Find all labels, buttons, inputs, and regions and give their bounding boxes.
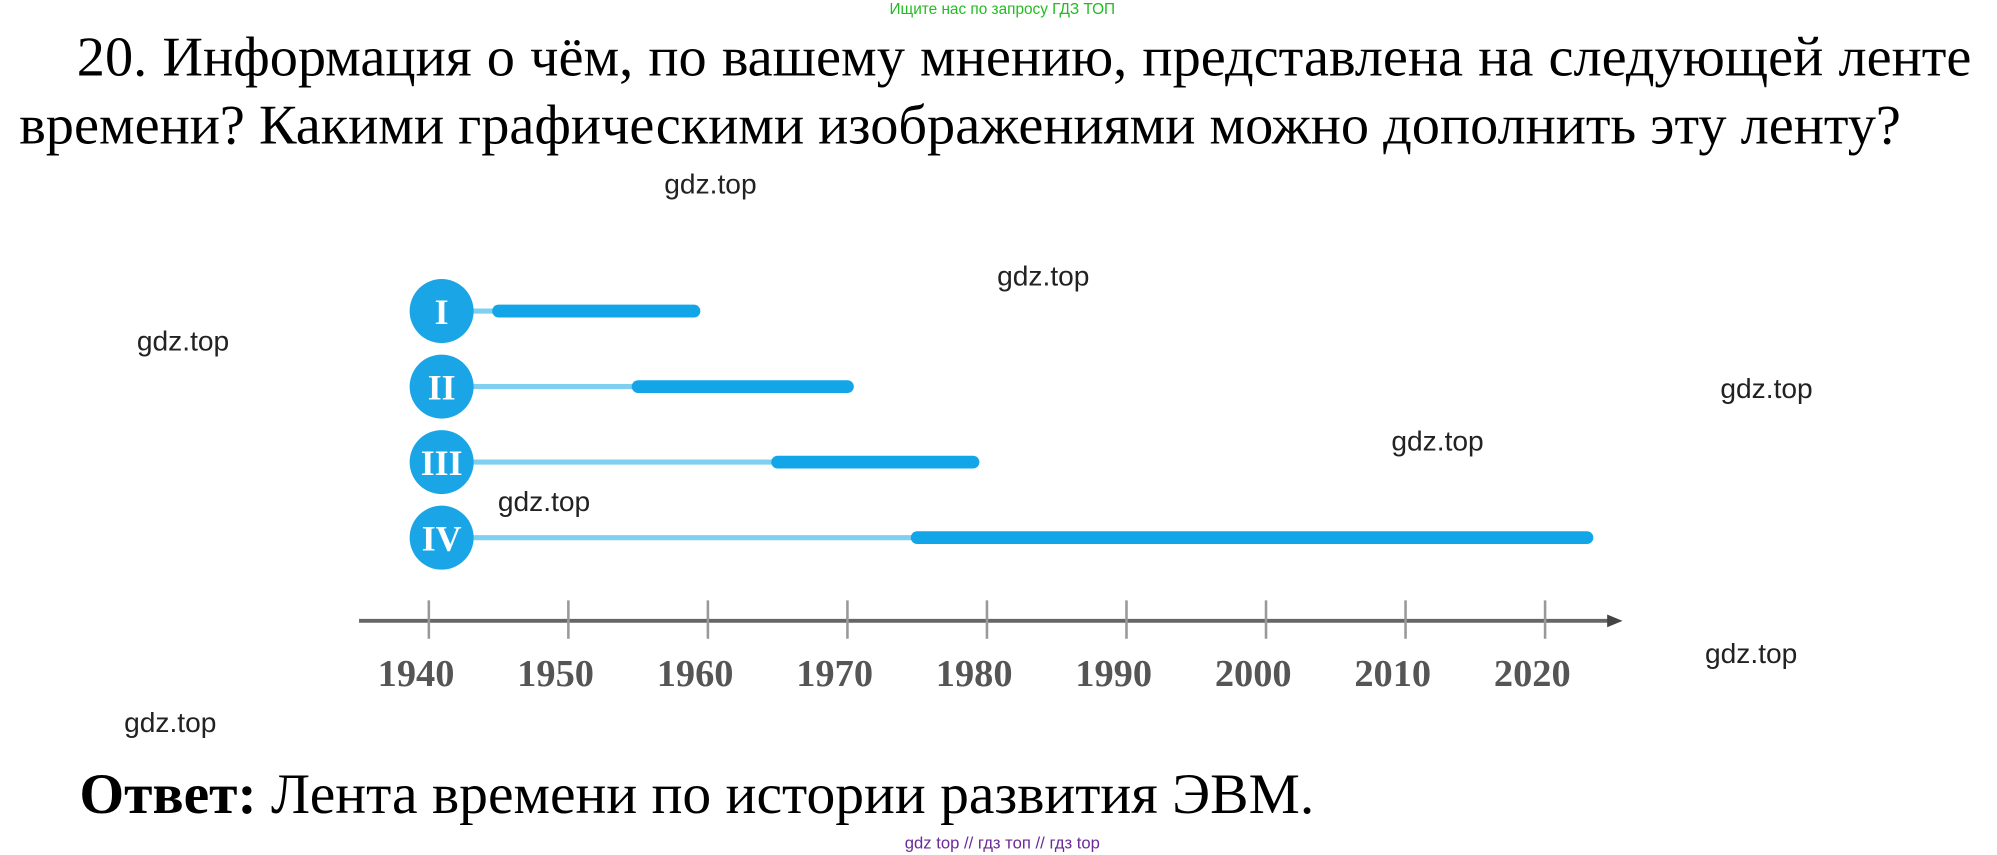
- tick-label: 2010: [1354, 653, 1431, 695]
- watermark: gdz.top: [664, 168, 756, 199]
- tick-label: 1980: [936, 653, 1013, 695]
- era-label: IV: [422, 518, 462, 558]
- answer-text: Лента времени по истории развития ЭВМ.: [271, 761, 1315, 826]
- watermark: gdz.top: [997, 260, 1089, 291]
- axis-arrow: [1607, 614, 1623, 628]
- era-badge: [409, 505, 474, 570]
- tick-label: 1990: [1075, 653, 1152, 695]
- era-badge: [409, 354, 474, 419]
- tick-label: 1960: [657, 653, 734, 695]
- question-text: 20. Информация о чём, по вашему мнению, …: [19, 25, 1972, 157]
- footer-links: gdz top // гдз топ // гдз top: [0, 833, 1997, 852]
- footer-separator: //: [1035, 833, 1045, 853]
- watermark: gdz.top: [498, 486, 590, 517]
- footer-link[interactable]: гдз топ: [977, 833, 1031, 853]
- tick-label: 1970: [796, 653, 873, 695]
- era-label: I: [435, 292, 449, 332]
- footer-link[interactable]: gdz top: [904, 833, 960, 853]
- watermark: gdz.top: [1391, 426, 1483, 457]
- tick-label: 2000: [1215, 653, 1292, 695]
- watermark: gdz.top: [1705, 638, 1797, 669]
- tick-label: 2020: [1494, 653, 1571, 695]
- watermark: gdz.top: [124, 707, 216, 738]
- tick-label: 1940: [378, 653, 455, 695]
- era-label: II: [428, 367, 456, 407]
- era-badge: [409, 430, 474, 495]
- era-label: III: [421, 443, 463, 483]
- watermark: gdz.top: [1720, 373, 1812, 404]
- footer-link[interactable]: гдз top: [1049, 833, 1100, 853]
- watermark: gdz.top: [137, 326, 229, 357]
- era-badge: [409, 279, 474, 344]
- answer-label: Ответ:: [79, 761, 257, 826]
- footer-separator: //: [963, 833, 974, 853]
- answer: Ответ: Лента времени по истории развития…: [79, 758, 1314, 830]
- tick-label: 1950: [517, 653, 594, 695]
- search-hint: Ищите нас по запросу ГДЗ ТОП: [889, 0, 1116, 18]
